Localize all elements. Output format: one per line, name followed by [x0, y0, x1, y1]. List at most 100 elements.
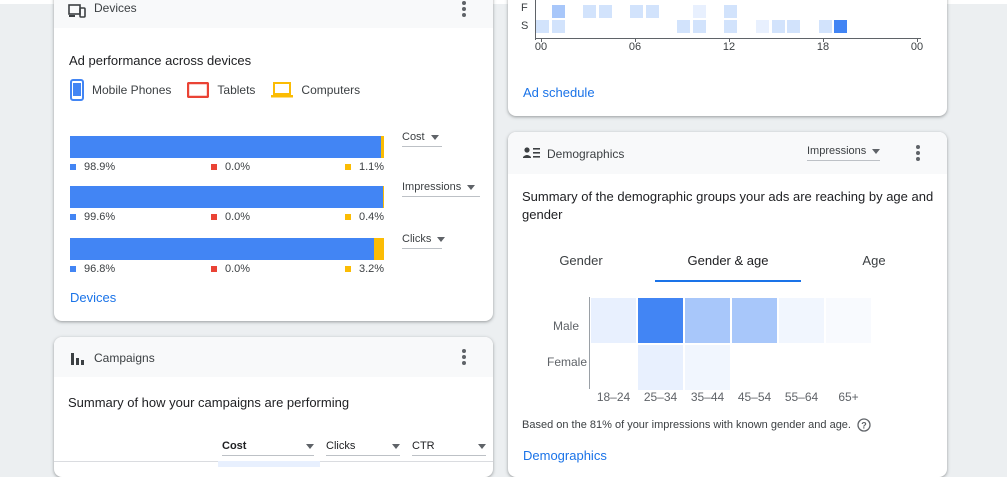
schedule-cell	[630, 5, 644, 18]
devices-link[interactable]: Devices	[70, 290, 117, 305]
metric-dropdown[interactable]: Cost	[402, 128, 442, 147]
hour-tick-label: 12	[722, 41, 736, 53]
demographic-cell[interactable]	[638, 298, 683, 343]
dropdown-caret-icon	[478, 443, 486, 449]
column-header-clicks[interactable]: Clicks	[326, 437, 400, 456]
tablet-percentage: 0.0%	[211, 211, 250, 223]
mobile-swatch	[70, 164, 76, 170]
devices-card: Devices Ad performance across devices Mo…	[54, 0, 493, 321]
legend-label: Mobile Phones	[92, 83, 172, 97]
schedule-cell	[693, 20, 706, 33]
schedule-cell	[755, 20, 769, 33]
devices-card-header: Devices	[54, 0, 493, 28]
demographic-cell[interactable]	[732, 298, 777, 343]
computer-segment	[373, 238, 384, 260]
column-header-ctr[interactable]: CTR	[412, 437, 486, 456]
heatmap-y-axis	[535, 0, 536, 40]
schedule-cell	[693, 5, 706, 18]
schedule-cell	[551, 20, 565, 33]
age-group-label: 55–64	[784, 390, 819, 404]
legend-label: Computers	[301, 83, 361, 97]
more-options-icon[interactable]	[915, 144, 921, 162]
dropdown-caret-icon	[872, 148, 881, 154]
column-label: Cost	[222, 440, 247, 452]
tablet-swatch	[211, 164, 217, 170]
percentage-text: 0.4%	[359, 211, 385, 223]
more-options-icon[interactable]	[461, 348, 467, 366]
metric-dropdown[interactable]: Impressions	[402, 178, 480, 197]
row-label-female: Female	[547, 355, 588, 369]
column-header-cost[interactable]: Cost	[222, 437, 314, 456]
mobile-phone-icon	[70, 79, 84, 101]
metric-select[interactable]: Impressions	[807, 142, 881, 161]
percentage-text: 99.6%	[84, 211, 116, 223]
metric-dropdown-label: Cost	[402, 131, 425, 143]
schedule-cell	[536, 20, 549, 33]
hour-tick-mark	[823, 38, 824, 42]
demographic-cell[interactable]	[638, 345, 683, 390]
demographic-cell[interactable]	[685, 345, 730, 390]
hour-tick-label: 00	[534, 41, 548, 53]
top-edge	[0, 0, 1007, 4]
percentage-text: 0.0%	[225, 211, 251, 223]
ad-schedule-link[interactable]: Ad schedule	[523, 85, 595, 100]
campaigns-card-header: Campaigns	[54, 337, 493, 377]
schedule-cell	[677, 20, 691, 33]
mobile-percentage: 99.6%	[70, 211, 115, 223]
help-circle-icon[interactable]: ?	[857, 418, 871, 432]
dropdown-caret-icon	[467, 184, 476, 190]
dropdown-caret-icon	[306, 443, 314, 449]
age-group-label: 35–44	[690, 390, 725, 404]
schedule-cell	[724, 5, 738, 18]
device-share-bar	[70, 136, 384, 158]
demographics-note: Based on the 81% of your impressions wit…	[522, 418, 871, 432]
hour-tick-mark	[729, 38, 730, 42]
schedule-cell	[771, 20, 785, 33]
legend-mobile: Mobile Phones	[70, 79, 171, 101]
campaigns-card: Campaigns Summary of how your campaigns …	[54, 337, 493, 477]
percentage-text: 1.1%	[359, 161, 385, 173]
demographic-cell[interactable]	[826, 298, 871, 343]
tablet-percentage: 0.0%	[211, 161, 250, 173]
row-label-male: Male	[553, 319, 580, 333]
metric-dropdown[interactable]: Clicks	[402, 230, 446, 249]
computer-swatch	[345, 266, 351, 272]
tab-age[interactable]: Age	[862, 253, 886, 268]
card-subtitle: Summary of the demographic groups your a…	[522, 189, 934, 222]
tablet-swatch	[211, 266, 217, 272]
hour-tick-label: 00	[910, 41, 924, 53]
tab-gender[interactable]: Gender	[559, 253, 603, 268]
age-group-label: 18–24	[596, 390, 631, 404]
day-label: S	[521, 20, 529, 32]
schedule-cell	[787, 20, 801, 33]
percentage-text: 98.9%	[84, 161, 116, 173]
mobile-swatch	[70, 266, 76, 272]
dropdown-caret-icon	[392, 443, 400, 449]
demographic-cell[interactable]	[591, 298, 636, 343]
demographic-cell[interactable]	[779, 298, 824, 343]
schedule-cell	[834, 20, 848, 33]
tablet-percentage: 0.0%	[211, 263, 250, 275]
mobile-segment	[70, 136, 381, 158]
schedule-cell	[598, 5, 612, 18]
more-options-icon[interactable]	[461, 0, 467, 18]
tab-gender-age[interactable]: Gender & age	[687, 253, 769, 268]
demographics-link[interactable]: Demographics	[523, 448, 607, 463]
hour-tick-mark	[635, 38, 636, 42]
mobile-percentage: 96.8%	[70, 263, 115, 275]
schedule-cell	[583, 5, 597, 18]
tablet-swatch	[211, 214, 217, 220]
dropdown-caret-icon	[430, 134, 439, 140]
device-share-values: 99.6% 0.0% 0.4%	[70, 211, 384, 225]
legend-computer: Computers	[271, 82, 360, 98]
mobile-segment	[70, 238, 374, 260]
percentage-text: 0.0%	[225, 263, 251, 275]
age-group-label: 65+	[838, 390, 859, 404]
computer-percentage: 1.1%	[345, 161, 384, 173]
svg-text:?: ?	[861, 420, 867, 430]
hour-tick-label: 18	[816, 41, 830, 53]
hour-tick-mark	[917, 38, 918, 42]
demographic-cell[interactable]	[685, 298, 730, 343]
percentage-text: 0.0%	[225, 161, 251, 173]
computer-segment	[380, 136, 384, 158]
